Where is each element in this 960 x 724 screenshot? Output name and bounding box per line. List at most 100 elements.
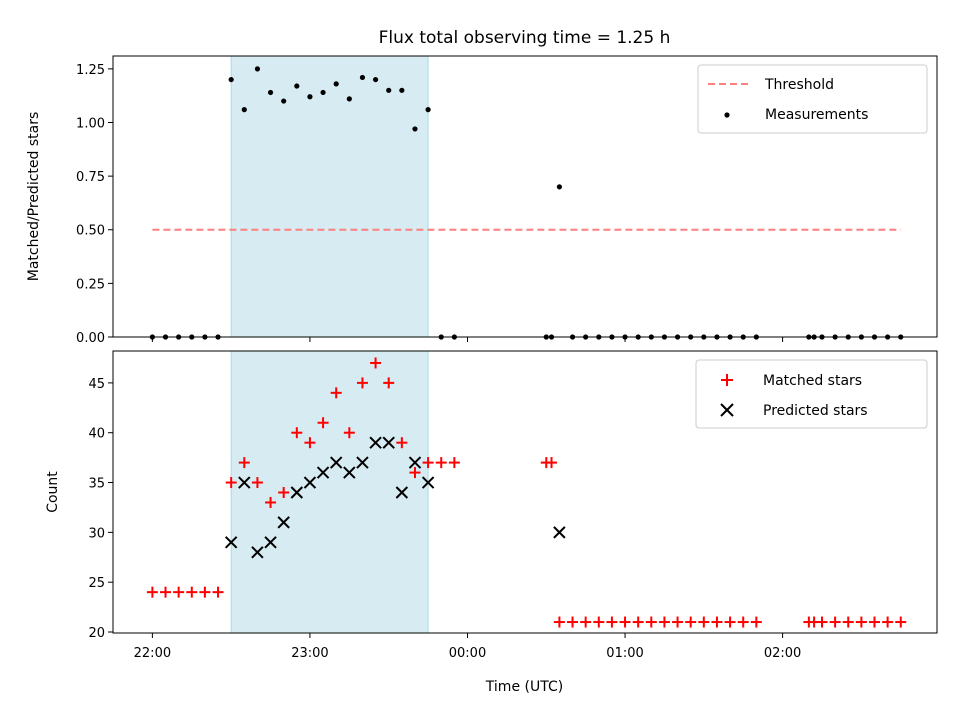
ytick-label-count: 45 xyxy=(88,377,105,392)
measurement-point xyxy=(333,81,339,87)
ylabel-ratio: Matched/Predicted stars xyxy=(26,112,42,282)
ytick-label-count: 25 xyxy=(88,576,105,591)
measurement-point xyxy=(556,184,562,190)
ytick-label-ratio: 0.00 xyxy=(76,331,105,346)
predicted-stars-point xyxy=(408,456,422,469)
predicted-stars-point xyxy=(553,526,566,539)
matched-stars-point xyxy=(199,586,211,598)
ytick-label-ratio: 0.75 xyxy=(76,170,105,185)
legend-matched-label: Matched stars xyxy=(763,373,862,389)
ytick-label-count: 30 xyxy=(88,526,105,541)
xtick-label: 23:00 xyxy=(291,646,328,661)
matched-stars-point xyxy=(304,437,316,449)
legend-predicted-swatch xyxy=(720,403,734,417)
matched-stars-point xyxy=(658,616,670,628)
observing-window-count xyxy=(230,350,429,634)
matched-stars-point xyxy=(816,616,828,628)
matched-stars-point xyxy=(146,586,158,598)
measurement-point xyxy=(359,74,366,81)
legend-count: Matched stars Predicted stars xyxy=(695,359,928,429)
legend-threshold-label: Threshold xyxy=(764,77,834,93)
matched-stars-point xyxy=(737,616,749,628)
matched-stars-point xyxy=(160,586,172,598)
predicted-stars-point xyxy=(329,456,343,469)
matched-stars-point xyxy=(672,616,684,628)
measurement-point xyxy=(425,107,431,113)
measurement-point xyxy=(267,89,274,96)
measurement-point xyxy=(346,96,352,102)
matched-stars-point xyxy=(265,496,277,508)
matched-stars-point xyxy=(370,357,382,369)
xtick-label: 22:00 xyxy=(134,646,171,661)
measurement-point xyxy=(372,76,379,83)
legend-predicted-label: Predicted stars xyxy=(763,403,868,419)
matched-stars-point xyxy=(619,616,631,628)
panel-ratio: Flux total observing time = 1.25 h 0.00 0… xyxy=(26,28,938,346)
matched-stars-point xyxy=(632,616,644,628)
matched-stars-point xyxy=(645,616,657,628)
matched-stars-point xyxy=(698,616,710,628)
predicted-stars-point xyxy=(356,456,369,469)
measurement-point xyxy=(294,83,300,89)
ytick-label-ratio: 0.25 xyxy=(76,277,105,292)
matched-stars-point xyxy=(251,477,263,489)
measurement-point xyxy=(320,89,326,96)
matched-stars-point xyxy=(855,616,867,628)
panel-count: 20 25 30 35 40 45 22:00 23:00 00:00 01:00 02:00 Co… xyxy=(45,350,938,695)
matched-stars-point xyxy=(842,616,854,628)
measurement-point xyxy=(281,98,287,104)
ytick-label-count: 20 xyxy=(88,626,105,641)
matched-stars-point xyxy=(593,616,605,628)
matched-stars-point xyxy=(546,457,558,469)
predicted-stars-point xyxy=(277,516,290,529)
matched-stars-point xyxy=(409,467,421,479)
matched-stars-point xyxy=(383,377,395,389)
measurement-point xyxy=(228,76,234,83)
legend-measurements-swatch xyxy=(724,112,730,118)
legend-ratio-box xyxy=(697,64,928,134)
matched-stars-point xyxy=(750,616,762,628)
matched-stars-point xyxy=(869,616,881,628)
matched-stars-point xyxy=(356,377,368,389)
measurement-point xyxy=(254,66,261,72)
xtick-label: 02:00 xyxy=(764,646,801,661)
matched-stars-point xyxy=(278,486,290,498)
predicted-stars-point xyxy=(224,536,238,549)
matched-stars-point xyxy=(435,457,447,469)
predicted-stars-point xyxy=(238,476,251,489)
measurement-point xyxy=(307,94,313,100)
predicted-stars-point xyxy=(343,466,356,479)
predicted-stars-point xyxy=(303,476,317,489)
matched-stars-point xyxy=(343,427,355,439)
panel-ratio-frame xyxy=(112,55,938,338)
legend-measurements-label: Measurements xyxy=(765,107,868,123)
matched-stars-point xyxy=(291,427,303,439)
observing-window-ratio xyxy=(230,55,429,338)
ytick-label-count: 40 xyxy=(88,427,105,442)
matched-stars-point xyxy=(448,457,460,469)
matched-stars-point xyxy=(212,586,224,598)
matched-stars-point xyxy=(422,457,434,469)
xlabel-time: Time (UTC) xyxy=(485,679,563,695)
predicted-stars-point xyxy=(290,486,304,499)
predicted-stars-point xyxy=(251,546,264,559)
measurement-point xyxy=(412,126,418,132)
matched-stars-point xyxy=(882,616,894,628)
ytick-label-ratio: 0.50 xyxy=(76,224,105,239)
matched-stars-point xyxy=(186,586,198,598)
matched-stars-point xyxy=(685,616,697,628)
matched-stars-point xyxy=(173,586,185,598)
legend-ratio: Threshold Measurements xyxy=(697,64,928,134)
matched-stars-point xyxy=(567,616,579,628)
matched-stars-point xyxy=(606,616,618,628)
ylabel-count: Count xyxy=(45,471,61,513)
ytick-label-ratio: 1.00 xyxy=(76,116,105,131)
xtick-label: 00:00 xyxy=(449,646,486,661)
matched-stars-point xyxy=(396,437,408,449)
ytick-label-count: 35 xyxy=(88,477,105,492)
ytick-label-ratio: 1.25 xyxy=(76,63,105,78)
measurement-point xyxy=(241,107,247,113)
matched-stars-point xyxy=(711,616,723,628)
predicted-stars-point xyxy=(369,436,382,449)
